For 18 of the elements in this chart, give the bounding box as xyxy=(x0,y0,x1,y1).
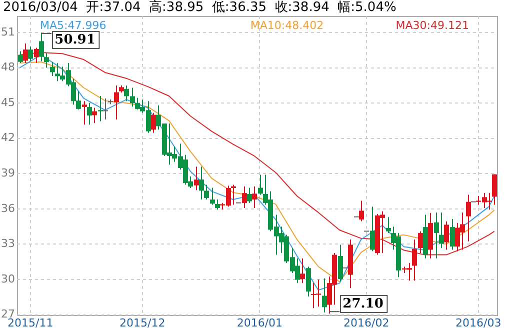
text: MA5:47.996 xyxy=(40,18,106,32)
x-tick-label: 2016/03 xyxy=(455,316,502,330)
y-tick-label: 51 xyxy=(1,25,15,38)
y-tick-label: 30 xyxy=(1,272,15,286)
y-tick-label: 42 xyxy=(1,131,15,144)
annotation: 50.91 xyxy=(54,32,96,48)
text: MA30:49.121 xyxy=(396,18,469,32)
annotation: 27.10 xyxy=(342,296,384,312)
y-tick-label: 36 xyxy=(1,202,15,215)
x-tick-label: 2016/01 xyxy=(236,316,283,330)
y-tick-label: 45 xyxy=(1,96,15,109)
y-tick-label: 33 xyxy=(1,237,15,250)
y-tick-label: 48 xyxy=(1,60,15,74)
text: MA10:48.402 xyxy=(250,18,324,32)
x-tick-label: 2015/12 xyxy=(119,316,166,330)
chart-title: 2016/03/04 开:37.04 高:38.95 低:36.35 收:38.94 幅:5.04% xyxy=(3,0,396,16)
x-tick-label: 2016/02 xyxy=(343,316,390,330)
y-tick-label: 39 xyxy=(1,166,15,180)
